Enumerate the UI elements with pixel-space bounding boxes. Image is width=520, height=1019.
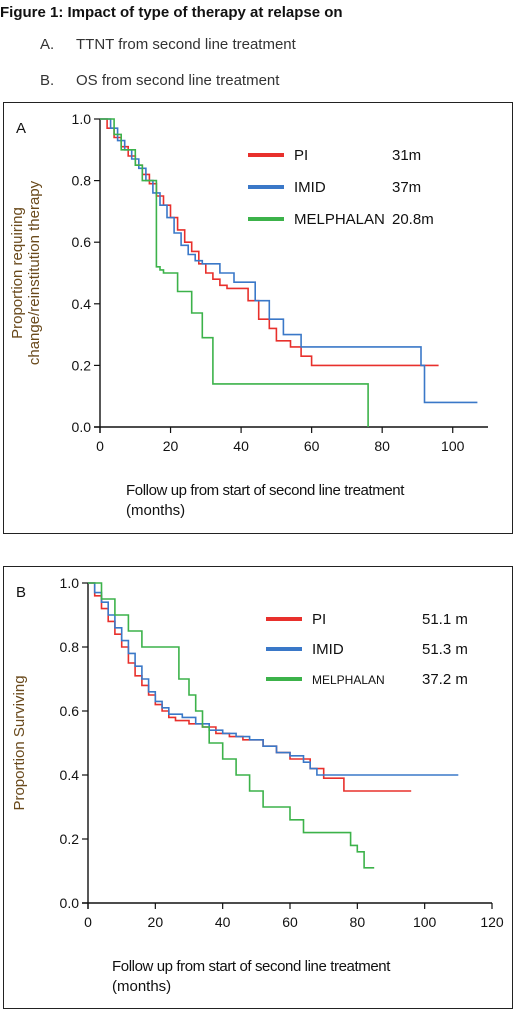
legend-label-imid: IMID [294,179,326,196]
x-tick-label: 0 [84,914,92,930]
x-tick-label: 0 [96,438,104,454]
x-tick-label: 60 [282,914,298,930]
x-tick-label: 40 [215,914,231,930]
legend-median-pi: 51.1 m [422,611,468,628]
x-tick-label: 100 [441,438,465,454]
y-tick-label: 0.8 [72,173,92,189]
legend-median-melphalan: 37.2 m [422,671,468,688]
series-line-pi [88,582,412,792]
legend-label-imid: IMID [312,641,344,658]
series-line-melphalan [100,118,369,427]
subtitle-a-text: TTNT from second line treatment [76,36,296,53]
legend-label-pi: PI [312,611,326,628]
panel-label: A [16,120,26,137]
x-tick-label: 120 [480,914,504,930]
legend-label-melphalan: MELPHALAN [294,211,385,228]
x-axis-label-units: (months) [126,502,185,519]
x-tick-label: 80 [374,438,390,454]
series-line-imid [100,118,478,404]
y-tick-label: 1.0 [60,575,80,591]
chart-panel-a: A 0.0 0.2 0.4 0.6 0.8 1.0 0 20 40 60 80 100 Follow up… [3,102,513,534]
x-tick-label: 80 [350,914,366,930]
y-tick-label: 0.4 [72,296,92,312]
panel-label: B [16,584,26,601]
y-tick-label: 0.0 [72,419,92,435]
x-tick-label: 20 [148,914,164,930]
legend-median-imid: 37m [392,179,421,196]
legend-label-melphalan: MELPHALAN [312,673,385,687]
legend-median-imid: 51.3 m [422,641,468,658]
y-tick-label: 0.6 [60,703,80,719]
y-tick-label: 0.8 [60,639,80,655]
figure-subtitle-a: A. TTNT from second line treatment [40,36,296,53]
subtitle-a-label: A. [40,36,55,53]
y-axis-label-line2: change/reinstitution therapy [26,180,43,365]
x-axis-label: Follow up from start of second line trea… [112,958,391,975]
x-tick-label: 40 [233,438,249,454]
y-tick-label: 0.2 [60,831,80,847]
x-tick-label: 20 [163,438,179,454]
y-axis-label: Proportion Surviving [11,675,28,810]
legend-median-melphalan: 20.8m [392,211,434,228]
figure-title: Figure 1: Impact of type of therapy at r… [0,4,343,21]
x-axis-label: Follow up from start of second line trea… [126,482,405,499]
x-tick-label: 60 [304,438,320,454]
chart-panel-b: B 0.0 0.2 0.4 0.6 0.8 1.0 0 20 40 60 80 100 120 Follow… [3,566,513,1009]
legend-label-pi: PI [294,147,308,164]
series-line-melphalan [88,582,375,869]
y-tick-label: 0.2 [72,357,92,373]
y-axis-label: Proportion requiring [9,207,26,339]
figure-subtitle-b: B. OS from second line treatment [40,72,279,89]
y-tick-label: 1.0 [72,111,92,127]
legend-median-pi: 31m [392,147,421,164]
subtitle-b-text: OS from second line treatment [76,72,280,89]
subtitle-b-label: B. [40,72,55,89]
chart-a-svg: A 0.0 0.2 0.4 0.6 0.8 1.0 0 20 40 60 80 100 Follow up… [9,111,488,519]
y-tick-label: 0.6 [72,234,92,250]
y-tick-label: 0.0 [60,895,80,911]
x-tick-label: 100 [413,914,437,930]
series-line-imid [88,582,459,776]
y-tick-label: 0.4 [60,767,80,783]
chart-b-svg: B 0.0 0.2 0.4 0.6 0.8 1.0 0 20 40 60 80 100 120 Follow… [11,575,504,995]
x-axis-label-units: (months) [112,978,171,995]
